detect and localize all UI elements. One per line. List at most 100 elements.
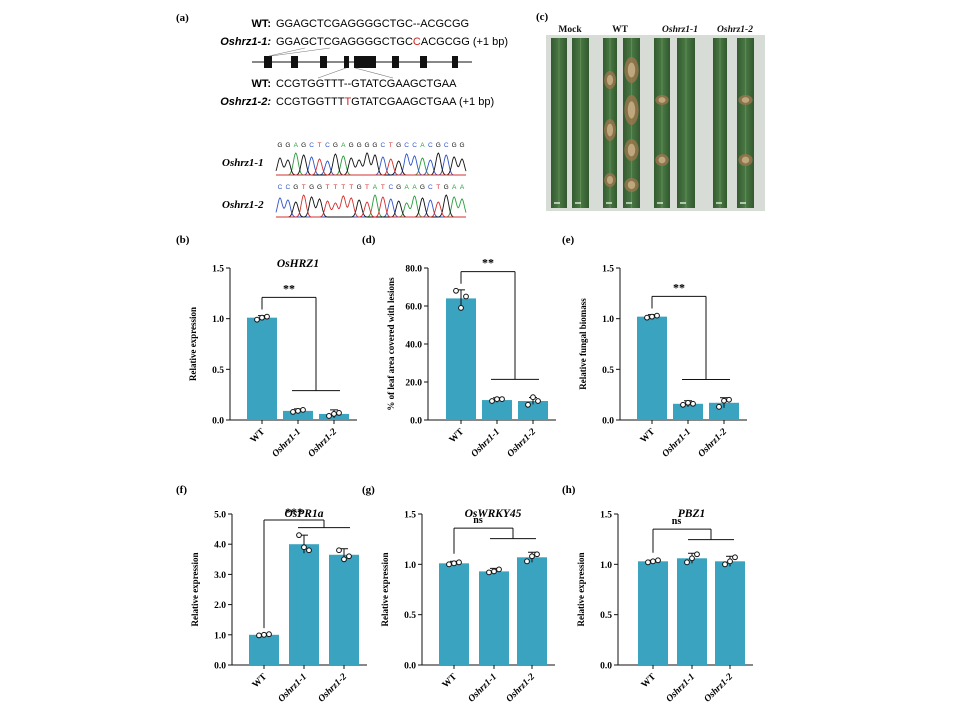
chromatogram-base-call: C [428, 184, 433, 191]
y-tick-label: 0.5 [602, 366, 614, 376]
data-point [256, 632, 262, 639]
bar [479, 571, 509, 665]
y-axis-label: Relative expression [380, 552, 390, 626]
chromatogram-base-call: C [309, 142, 314, 149]
chromatogram-label-1: Oshrz1-1 [222, 157, 264, 169]
exon-4 [344, 56, 349, 68]
data-point [650, 558, 656, 565]
x-category-label: Oshrz1-1 [271, 427, 303, 459]
exon-2 [291, 56, 298, 68]
chromatogram-trace-T [276, 158, 466, 176]
chromatogram-base-call: A [412, 184, 417, 191]
x-category-label: Oshrz1-1 [661, 427, 693, 459]
y-tick-label: 0.0 [214, 662, 226, 672]
bar [446, 298, 476, 420]
chromatogram-base-call: T [318, 142, 322, 149]
y-tick-label: 1.0 [600, 561, 612, 571]
data-point [524, 558, 530, 565]
x-category-label: Oshrz1-1 [665, 672, 697, 704]
lesion-center [627, 181, 636, 189]
chart-h: (h) PBZ1 0.0 0.5 1.0 1.5 Relative expression WT… [562, 484, 753, 705]
chromatogram-base-call: T [389, 142, 393, 149]
y-axis-label: Relative expression [188, 307, 198, 381]
leaf-photo [551, 38, 754, 208]
data-point [341, 556, 347, 563]
y-tick-label: 40.0 [405, 341, 422, 351]
chromatogram-base-call: G [317, 184, 322, 191]
x-category-label: Oshrz1-1 [277, 672, 309, 704]
chromatogram-base-call: G [452, 142, 457, 149]
seq1-mut-pre: GGAGCTCGAGGGGCTGC [276, 36, 413, 48]
data-point [535, 398, 541, 404]
data-point [336, 547, 342, 554]
y-tick-label: 0.0 [602, 417, 614, 427]
chart-title: OsPR1a [285, 508, 324, 520]
panel-label-a: (a) [176, 12, 189, 24]
significance-label: ns [672, 516, 682, 527]
data-point [451, 560, 457, 567]
chromatogram-base-call: G [349, 142, 354, 149]
chromatogram-base-call: T [325, 184, 329, 191]
chromatogram-base-call: C [286, 184, 291, 191]
data-point [266, 631, 272, 638]
chromatogram-base-call: G [396, 184, 401, 191]
exon-1 [264, 56, 272, 68]
x-category-label: Oshrz1-1 [470, 427, 502, 459]
bar [249, 634, 279, 665]
bar [329, 554, 359, 665]
data-point [296, 532, 302, 539]
seq1-insertion-base: C [413, 36, 421, 48]
y-tick-label: 1.0 [214, 631, 226, 641]
chromatogram-base-call: A [341, 142, 346, 149]
lesion-center [658, 156, 666, 164]
data-point [680, 401, 686, 408]
x-category-label: WT [639, 427, 658, 446]
chromatogram-base-call: G [444, 184, 449, 191]
chromatogram-base-call: T [381, 184, 385, 191]
x-category-label: Oshrz1-2 [697, 427, 730, 460]
y-axis-label: Relative fungal biomass [578, 298, 588, 390]
chromatogram-label-2: Oshrz1-2 [222, 199, 264, 211]
seq1-note: (+1 bp) [473, 36, 508, 48]
x-category-label: Oshrz1-2 [703, 672, 736, 705]
bar [247, 317, 277, 420]
y-tick-label: 80.0 [405, 265, 422, 275]
y-tick-label: 1.5 [212, 265, 224, 275]
chromatogram-base-call: T [341, 184, 345, 191]
pointer-seq1-left [268, 47, 306, 57]
significance-label: ns [473, 515, 483, 526]
data-point [684, 559, 690, 566]
significance-label: *** [285, 505, 303, 519]
data-point [655, 557, 661, 564]
panel-label: (h) [562, 484, 576, 496]
y-tick-label: 2.0 [214, 601, 226, 611]
chromatogram-base-call: C [428, 142, 433, 149]
data-point [486, 569, 492, 576]
chromatogram-base-call: T [436, 184, 440, 191]
y-tick-label: 0.0 [404, 662, 416, 672]
y-tick-label: 0.0 [600, 662, 612, 672]
chromatogram-base-call: C [412, 142, 417, 149]
data-point [456, 559, 462, 566]
y-tick-label: 0.5 [600, 611, 612, 621]
gene-model [252, 47, 472, 79]
bar [637, 316, 667, 420]
chromatogram-base-call: C [444, 142, 449, 149]
chart-g: (g) OsWRKY45 0.0 0.5 1.0 1.5 Relative expressi… [362, 484, 555, 705]
lesion-center [741, 156, 750, 164]
y-tick-label: 1.0 [602, 315, 614, 325]
data-point [499, 396, 505, 403]
chromatogram-base-call: G [285, 142, 290, 149]
panel-label: (f) [176, 484, 187, 496]
seq2-mutant-sequence: CCGTGGTTTTGTATCGAAGCTGAA (+1 bp) [276, 96, 494, 108]
chromatogram-base-call: A [294, 142, 299, 149]
data-point [489, 398, 495, 404]
chromatogram-base-call: C [404, 142, 409, 149]
leaf-group-label-mock: Mock [558, 25, 582, 35]
y-tick-label: 5.0 [214, 511, 226, 521]
chromatogram-base-call: G [357, 184, 362, 191]
chromatogram-base-call: G [372, 142, 377, 149]
chromatogram-base-call: G [301, 142, 306, 149]
y-tick-label: 0.0 [212, 417, 224, 427]
data-point [295, 407, 301, 414]
